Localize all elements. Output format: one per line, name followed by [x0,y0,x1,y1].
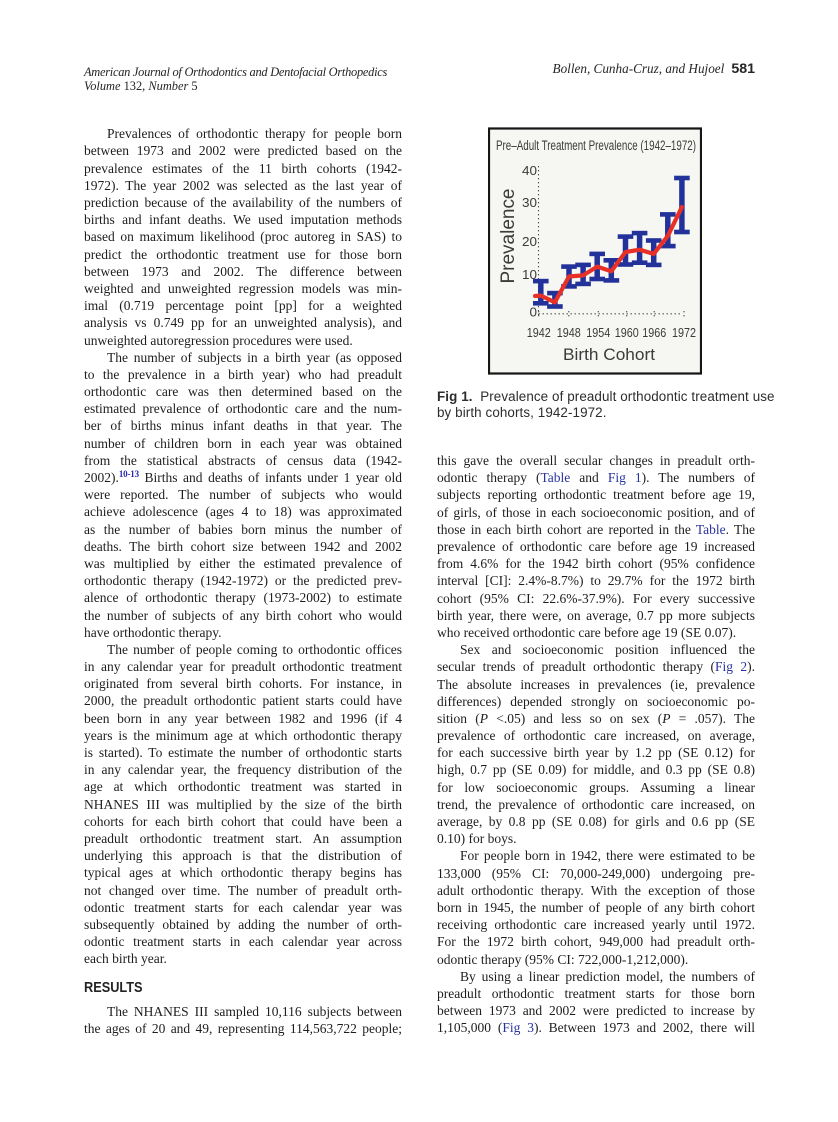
svg-text:40: 40 [522,163,537,178]
svg-text:1942: 1942 [527,325,551,340]
svg-text:10: 10 [522,267,537,282]
svg-text:1948: 1948 [557,325,581,340]
svg-text:20: 20 [522,234,537,249]
svg-text:1960: 1960 [615,325,639,340]
svg-text:Prevalence: Prevalence [498,189,519,284]
svg-text:30: 30 [522,195,537,210]
svg-text:Birth Cohort: Birth Cohort [563,345,655,364]
svg-text:Pre–Adult Treatment Prevalence: Pre–Adult Treatment Prevalence (1942–197… [496,138,696,153]
svg-text:1954: 1954 [586,325,610,340]
svg-text:1966: 1966 [642,325,666,340]
svg-text:0: 0 [530,304,538,319]
svg-text:1972: 1972 [672,325,696,340]
